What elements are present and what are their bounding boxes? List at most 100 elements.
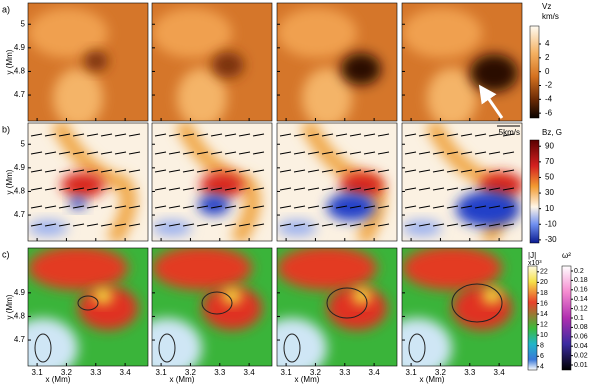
glow xyxy=(177,68,227,121)
red xyxy=(152,248,252,290)
x-tick-label: 3.2 xyxy=(185,368,197,377)
panel-frame xyxy=(276,247,398,367)
x-tick-label: 3.4 xyxy=(244,368,256,377)
vector-arrow xyxy=(100,223,113,227)
dark-spot xyxy=(470,54,518,92)
y-tick-label: 4.7 xyxy=(14,335,26,344)
colorbar-tick-label: 4 xyxy=(540,364,544,371)
x-tick-label: 3.2 xyxy=(61,368,73,377)
vector-arrow xyxy=(321,223,334,227)
colorbar-tick-label: 0.18 xyxy=(574,277,588,284)
contour xyxy=(283,333,301,363)
vector-arrow xyxy=(363,205,376,209)
vector-arrow xyxy=(488,169,501,173)
vector-arrow xyxy=(44,169,57,173)
vector-arrow xyxy=(474,133,487,137)
vector-arrow xyxy=(474,151,487,155)
colorbar-title: Vz xyxy=(542,2,551,11)
blue-blob xyxy=(152,220,192,236)
vector-arrow xyxy=(321,205,334,209)
vector-arrow xyxy=(168,151,181,155)
vector-arrow xyxy=(72,169,85,173)
vector-arrow xyxy=(182,223,195,227)
yellow xyxy=(482,288,502,304)
scale-label: 5km/s xyxy=(499,128,520,137)
vector-arrow xyxy=(502,151,515,155)
vector-arrow xyxy=(279,151,292,155)
y-tick-label: 4.7 xyxy=(14,90,26,99)
vector-arrow xyxy=(293,151,306,155)
yellow xyxy=(352,288,372,304)
vector-arrow xyxy=(72,205,85,209)
vector-arrow xyxy=(86,187,99,191)
y-axis-label: y (Mm) xyxy=(5,169,14,194)
vector-arrow xyxy=(404,187,417,191)
x-tick-label: 3.2 xyxy=(435,368,447,377)
vector-arrow xyxy=(474,223,487,227)
vector-arrow xyxy=(418,205,431,209)
vector-arrow xyxy=(502,169,515,173)
colorbar-tick-label: 14 xyxy=(540,311,548,318)
vector-arrow xyxy=(377,205,390,209)
contour xyxy=(34,333,52,363)
vector-arrow xyxy=(210,223,223,227)
vector-arrow xyxy=(86,169,99,173)
vector-arrow xyxy=(58,205,71,209)
vector-arrow xyxy=(72,151,85,155)
vector-arrow xyxy=(44,223,57,227)
vector-arrow xyxy=(30,169,43,173)
panel xyxy=(277,123,397,241)
vector-arrow xyxy=(182,205,195,209)
x-axis-label: x (Mm) xyxy=(420,375,445,384)
vector-arrow xyxy=(196,187,209,191)
panel-frame xyxy=(276,2,398,122)
colorbar xyxy=(527,265,538,371)
vector-arrow xyxy=(488,205,501,209)
vector-arrow xyxy=(128,133,141,137)
vector-arrow xyxy=(58,169,71,173)
colorbar-title: |J| xyxy=(528,251,536,260)
contour xyxy=(408,333,426,363)
vector-arrow xyxy=(154,223,167,227)
panel-label: b) xyxy=(2,124,10,134)
vector-arrow xyxy=(418,133,431,137)
vector-arrow xyxy=(335,205,348,209)
vector-arrow xyxy=(279,223,292,227)
vector-arrow xyxy=(182,169,195,173)
vector-arrow xyxy=(377,133,390,137)
vector-arrow xyxy=(502,133,515,137)
colorbar-tick-label: -30 xyxy=(545,235,557,244)
colorbar xyxy=(561,265,572,371)
vector-arrow xyxy=(168,205,181,209)
vector-arrow xyxy=(224,187,237,191)
red xyxy=(202,286,262,330)
vector-arrow xyxy=(446,151,459,155)
vector-arrow xyxy=(114,133,127,137)
vector-arrow xyxy=(30,151,43,155)
vector-arrow xyxy=(100,151,113,155)
colorbar-tick-label: 4 xyxy=(545,39,550,48)
vector-arrow xyxy=(128,187,141,191)
vector-arrow xyxy=(474,205,487,209)
x-axis-label: x (Mm) xyxy=(295,375,320,384)
vector-arrow xyxy=(321,187,334,191)
y-tick-label: 4.9 xyxy=(14,288,26,297)
vector-arrow xyxy=(238,205,251,209)
vector-arrow xyxy=(210,133,223,137)
vector-arrow xyxy=(210,169,223,173)
vector-arrow xyxy=(196,223,209,227)
red-blob xyxy=(200,172,244,198)
yellow xyxy=(222,288,242,304)
x-tick-label: 3.1 xyxy=(281,368,293,377)
y-tick-label: 5 xyxy=(21,139,26,148)
vector-arrow xyxy=(224,223,237,227)
vector-arrow xyxy=(128,151,141,155)
vector-arrow xyxy=(460,133,473,137)
vector-arrow xyxy=(72,133,85,137)
panel-frame xyxy=(276,122,398,242)
panel-frame xyxy=(27,247,149,367)
vector-arrow xyxy=(168,187,181,191)
vector-arrow xyxy=(474,169,487,173)
vector-arrow xyxy=(488,151,501,155)
vector-arrow xyxy=(335,223,348,227)
